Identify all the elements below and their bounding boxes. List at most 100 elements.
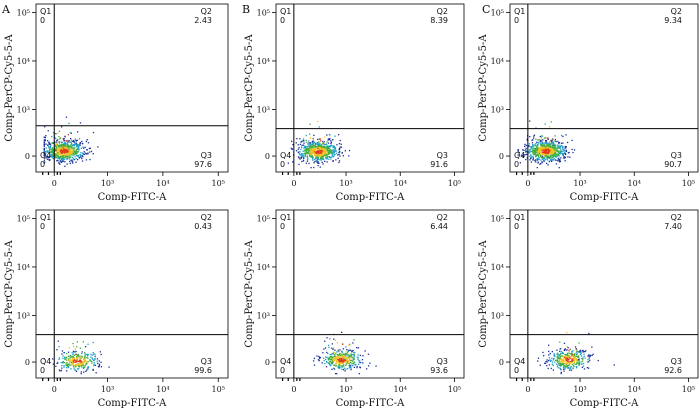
event-dot [517,149,519,151]
event-dot [548,146,550,148]
event-dot [322,150,324,152]
event-dot [517,149,519,152]
event-dot [69,357,71,359]
event-dot [67,351,70,353]
event-dot [357,358,359,361]
event-dot [326,134,328,136]
event-dot [61,152,63,154]
event-dot [569,366,572,368]
event-dot [71,162,74,164]
event-dot [43,162,45,164]
quadrant-value-q1: 0 [280,16,285,25]
event-dot [591,354,593,357]
event-dot [588,357,590,359]
event-dot [347,354,349,356]
event-dot [80,371,82,373]
event-dot [96,358,99,360]
event-dot [560,364,562,366]
event-dot [532,152,534,154]
event-dot [309,149,312,151]
event-dot [55,138,57,140]
event-dot [72,350,75,352]
event-dot [66,150,68,152]
quadrant-value-q3: 91.6 [430,160,448,169]
event-dot [532,149,534,151]
event-dot [345,364,347,367]
event-dot [554,151,557,153]
event-dot [329,359,332,361]
event-dot [585,350,587,352]
event-dot [558,359,561,361]
event-dot [353,339,355,341]
event-dot [550,139,552,141]
event-dot [312,138,315,140]
event-dot [52,358,54,360]
event-dot [306,141,308,143]
event-dot [334,135,336,137]
event-dot [563,368,565,370]
event-dot [333,152,335,154]
event-dot [323,152,325,154]
event-dot [298,151,300,153]
event-dot [304,146,306,149]
event-dot [324,150,326,152]
event-dot [79,347,81,349]
event-dot [553,149,555,151]
event-dot [321,152,324,154]
event-dot [341,365,344,367]
event-dot [76,360,78,362]
event-dot [87,354,89,356]
event-dot [49,146,51,148]
event-dot [83,153,85,155]
event-dot [580,352,582,354]
event-dot [302,153,304,155]
event-dot [58,358,60,360]
x-tick-label: 10⁵ [682,179,695,188]
event-dot [325,157,327,159]
event-dot [325,146,327,148]
event-dot [517,150,519,152]
event-dot [562,362,564,364]
event-dot [311,147,313,150]
event-dot [313,166,315,169]
y-axis-label: Comp-PerCP-Cy5-5-A [478,34,489,142]
event-dot [305,139,307,142]
x-tick-label: 10⁴ [394,385,407,394]
quadrant-value-q1: 0 [280,222,285,231]
event-dot [299,143,301,145]
event-dot [92,358,94,360]
event-dot [562,352,564,355]
event-dot [331,362,333,364]
event-dot [76,364,78,366]
event-dot [544,159,546,161]
event-dot [541,161,543,163]
event-dot [325,153,327,156]
event-dot [312,157,314,159]
event-dot [340,365,342,367]
event-dot [546,151,549,154]
event-dot [343,365,345,367]
event-dot [559,158,561,161]
event-dot [534,160,536,162]
event-dot [61,147,63,149]
event-dot [542,157,544,159]
event-dot [74,360,76,362]
event-dot [343,355,345,357]
event-dot [567,359,569,361]
event-dot [540,137,542,139]
event-dot [567,347,569,349]
event-dot [48,149,50,151]
event-dot [331,356,333,359]
event-dot [305,153,307,155]
event-dot [538,157,540,159]
event-dot [322,352,324,354]
event-dot [72,152,74,154]
event-dot [68,360,70,362]
event-dot [346,361,349,363]
event-dot [347,362,350,364]
event-dot [57,142,59,144]
event-dot [70,359,72,361]
event-dot [549,126,551,128]
